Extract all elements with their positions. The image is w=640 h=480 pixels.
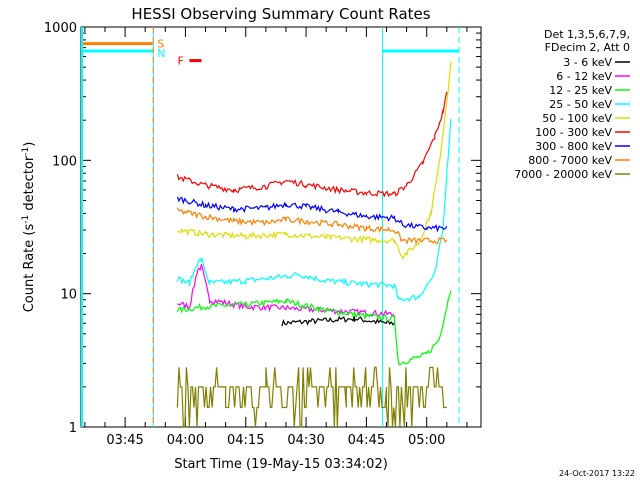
legend-label: 300 - 800 keV <box>535 140 612 153</box>
y-tick-label: 10 <box>60 288 77 303</box>
series-line <box>176 119 452 302</box>
plot-area: 1 10 100 1000 03:45 04:00 04:15 04:30 04:45 05:0… <box>44 21 482 448</box>
flare-flag-label: F <box>177 55 183 68</box>
x-tick-label: 04:30 <box>287 433 324 448</box>
x-tick-label: 04:00 <box>167 433 204 448</box>
footer-date: 24-Oct-2017 13:22 <box>559 469 635 478</box>
x-tick-label: 03:45 <box>106 433 143 448</box>
legend-label: 6 - 12 keV <box>556 70 612 83</box>
series-line <box>177 61 452 260</box>
series-line <box>176 196 448 233</box>
series-line <box>176 207 448 245</box>
y-tick-label: 1 <box>69 421 77 436</box>
y-tick-label: 1000 <box>44 21 77 36</box>
y-axis-label-part: Count Rate (s <box>22 224 37 313</box>
legend-label: 100 - 300 keV <box>535 126 612 139</box>
legend-label: 3 - 6 keV <box>563 56 612 69</box>
y-tick-label: 100 <box>52 154 77 169</box>
legend: Det 1,3,5,6,7,9, FDecim 2, Att 0 3 - 6 k… <box>514 28 630 181</box>
night-flag-label: N <box>157 47 165 60</box>
chart-title: HESSI Observing Summary Count Rates <box>131 5 430 23</box>
legend-label: 800 - 7000 keV <box>528 154 612 167</box>
x-tick-label: 04:15 <box>227 433 264 448</box>
y-axis-label-sup: -1 <box>21 147 31 156</box>
y-axis: 1 10 100 1000 <box>44 21 481 436</box>
legend-label: 7000 - 20000 keV <box>514 168 612 181</box>
y-axis-label: Count Rate (s-1 detector-1) <box>21 142 37 313</box>
mode-segments: SNF <box>81 27 460 427</box>
x-axis: 03:45 04:00 04:15 04:30 04:45 05:00 <box>84 27 468 448</box>
legend-header-line: FDecim 2, Att 0 <box>545 41 630 54</box>
series-line <box>176 91 448 198</box>
series-line <box>176 290 452 366</box>
series-line <box>177 263 396 318</box>
x-tick-label: 05:00 <box>408 433 445 448</box>
series-line <box>281 315 395 327</box>
legend-label: 50 - 100 keV <box>542 112 612 125</box>
y-axis-label-part: detector <box>22 155 37 215</box>
legend-header-line: Det 1,3,5,6,7,9, <box>544 28 630 41</box>
legend-label: 12 - 25 keV <box>549 84 612 97</box>
series-lines <box>176 61 452 428</box>
y-axis-label-part: ) <box>22 142 37 147</box>
x-axis-label: Start Time (19-May-15 03:34:02) <box>174 457 388 472</box>
series-line <box>176 366 447 428</box>
saa-flag-label: S <box>157 38 164 51</box>
y-axis-label-sup: -1 <box>21 215 31 224</box>
legend-label: 25 - 50 keV <box>549 98 612 111</box>
plot-frame <box>80 26 482 428</box>
x-tick-label: 04:45 <box>348 433 385 448</box>
